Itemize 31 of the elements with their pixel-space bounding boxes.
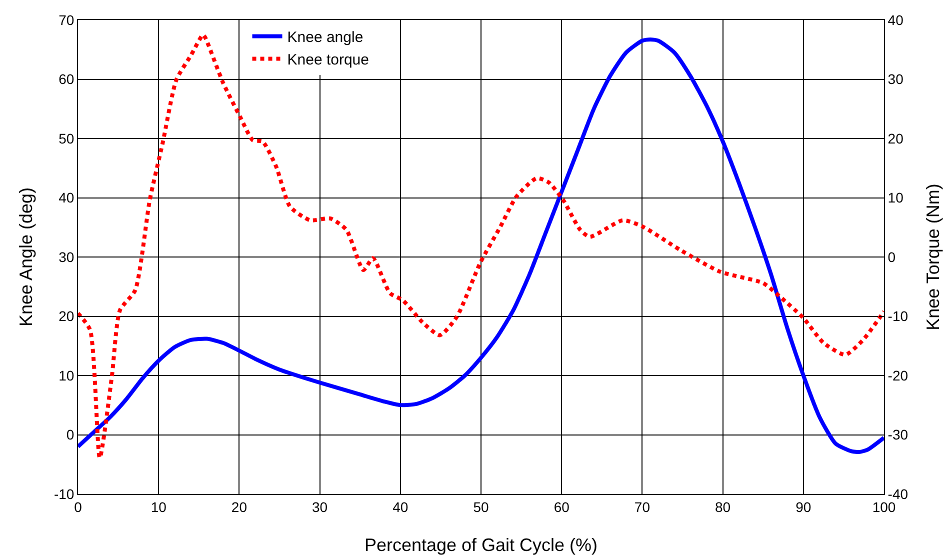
y-tick-label: 30 bbox=[58, 248, 74, 265]
legend-label: Knee torque bbox=[287, 52, 369, 69]
y-tick-label: 10 bbox=[58, 367, 74, 384]
y-tick-label: 0 bbox=[66, 426, 74, 443]
x-tick-label: 70 bbox=[634, 498, 650, 515]
y2-tick-label: 10 bbox=[888, 190, 904, 206]
y-tick-label: 20 bbox=[58, 308, 74, 324]
y2-tick-label: 30 bbox=[888, 71, 904, 88]
y-tick-label: 60 bbox=[58, 71, 74, 88]
y2-tick-label: 40 bbox=[888, 12, 904, 28]
y2-tick-label: -20 bbox=[888, 367, 908, 384]
y2-tick-label: -30 bbox=[888, 426, 908, 443]
y2-tick-label: -10 bbox=[888, 308, 908, 324]
x-tick-label: 40 bbox=[392, 498, 408, 515]
x-tick-label: 30 bbox=[312, 498, 328, 515]
x-axis-title: Percentage of Gait Cycle (%) bbox=[364, 535, 598, 555]
x-tick-label: 50 bbox=[473, 498, 489, 515]
y2-tick-label: 20 bbox=[888, 130, 904, 146]
x-tick-label: 80 bbox=[715, 498, 731, 515]
y-axis-title: Knee Angle (deg) bbox=[16, 187, 36, 327]
x-tick-label: 10 bbox=[150, 498, 167, 515]
y2-tick-label: 0 bbox=[888, 248, 896, 265]
x-tick-label: 20 bbox=[231, 498, 248, 515]
y2-axis-title: Knee Torque (Nm) bbox=[923, 184, 943, 330]
y-tick-label: 50 bbox=[58, 130, 74, 146]
y-tick-label: -10 bbox=[54, 486, 74, 502]
legend-label: Knee angle bbox=[287, 29, 364, 46]
y-tick-label: 40 bbox=[58, 190, 74, 206]
y-tick-label: 70 bbox=[58, 12, 74, 28]
x-tick-label: 90 bbox=[796, 498, 812, 515]
x-tick-label: 60 bbox=[554, 498, 570, 515]
